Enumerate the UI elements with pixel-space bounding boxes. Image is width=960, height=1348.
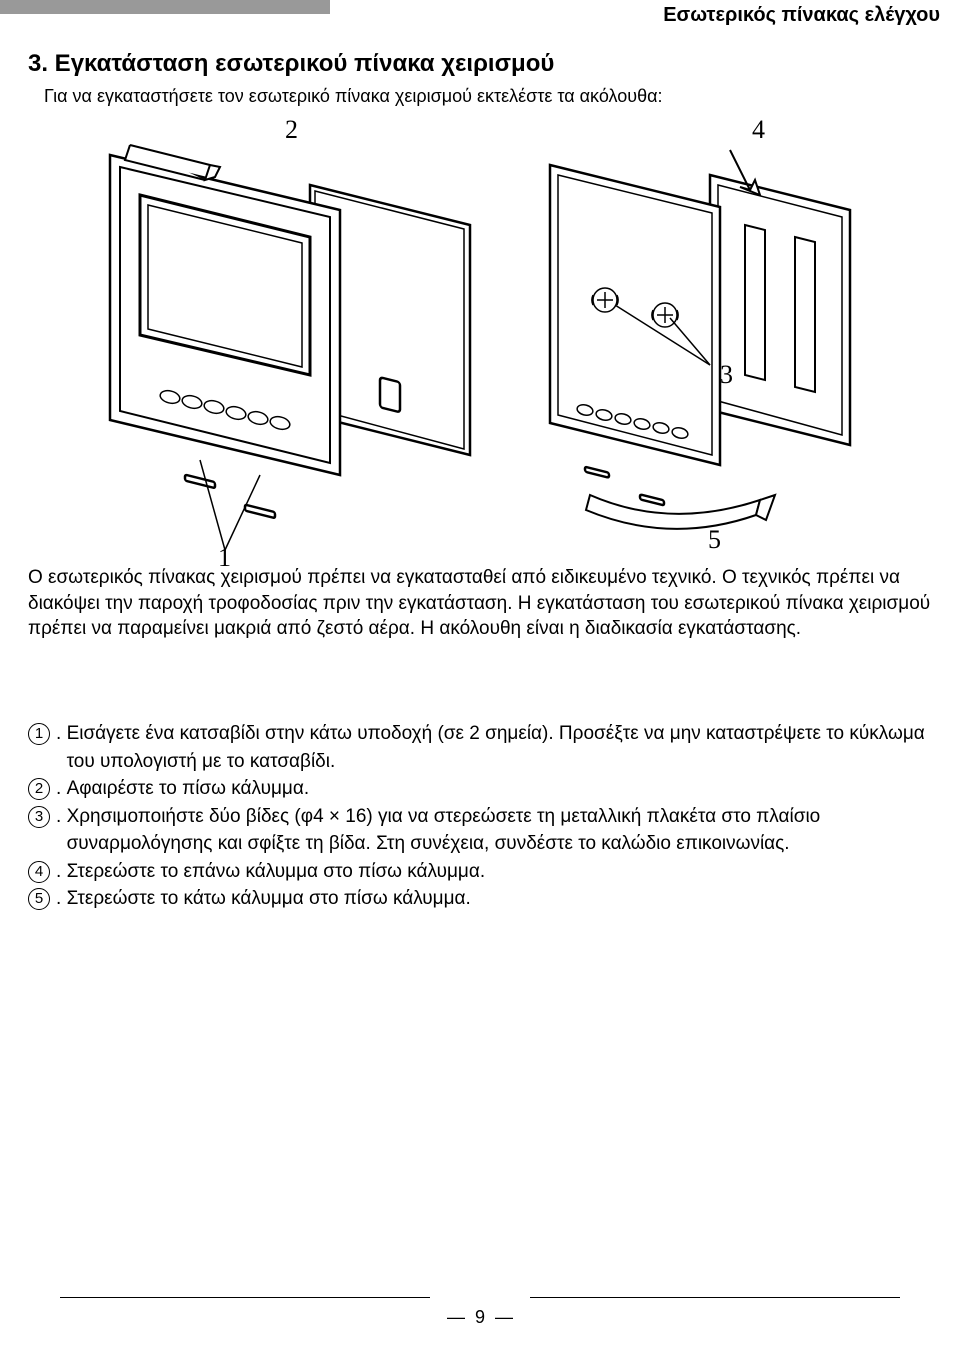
section-heading: 3. Εγκατάσταση εσωτερικού πίνακα χειρισμ… xyxy=(28,50,554,78)
step-3: 3. Χρησιμοποιήστε δύο βίδες (φ4 × 16) γι… xyxy=(28,803,932,858)
step-2: 2. Αφαιρέστε το πίσω κάλυμμα. xyxy=(28,775,932,803)
diagram-label-5: 5 xyxy=(708,525,721,555)
step-text-5: Στερεώστε το κάτω κάλυμμα στο πίσω κάλυμ… xyxy=(67,885,932,913)
step-number-3: 3 xyxy=(28,806,50,828)
page-number: — 9 — xyxy=(0,1307,960,1328)
step-1: 1. Εισάγετε ένα κατσαβίδι στην κάτω υποδ… xyxy=(28,720,932,775)
steps-list: 1. Εισάγετε ένα κατσαβίδι στην κάτω υποδ… xyxy=(28,720,932,913)
header-title: Εσωτερικός πίνακας ελέγχου xyxy=(663,4,940,27)
step-text-1: Εισάγετε ένα κατσαβίδι στην κάτω υποδοχή… xyxy=(67,720,932,775)
footer-line-left xyxy=(60,1297,430,1298)
step-number-1: 1 xyxy=(28,723,50,745)
header-bar xyxy=(0,0,330,14)
step-text-2: Αφαιρέστε το πίσω κάλυμμα. xyxy=(67,775,932,803)
diagram-label-4: 4 xyxy=(752,115,765,145)
step-text-4: Στερεώστε το επάνω κάλυμμα στο πίσω κάλυ… xyxy=(67,858,932,886)
step-4: 4. Στερεώστε το επάνω κάλυμμα στο πίσω κ… xyxy=(28,858,932,886)
step-number-2: 2 xyxy=(28,778,50,800)
step-number-5: 5 xyxy=(28,888,50,910)
intro-text: Για να εγκαταστήσετε τον εσωτερικό πίνακ… xyxy=(44,86,663,107)
diagram-label-2: 2 xyxy=(285,115,298,145)
diagram-label-3: 3 xyxy=(720,360,733,390)
installation-diagram: 1 2 3 4 5 xyxy=(60,115,890,555)
step-text-3: Χρησιμοποιήστε δύο βίδες (φ4 × 16) για ν… xyxy=(67,803,932,858)
body-paragraph: Ο εσωτερικός πίνακας χειρισμού πρέπει να… xyxy=(28,565,932,642)
step-number-4: 4 xyxy=(28,861,50,883)
diagram-svg xyxy=(60,115,890,555)
footer-line-right xyxy=(530,1297,900,1298)
step-5: 5. Στερεώστε το κάτω κάλυμμα στο πίσω κά… xyxy=(28,885,932,913)
